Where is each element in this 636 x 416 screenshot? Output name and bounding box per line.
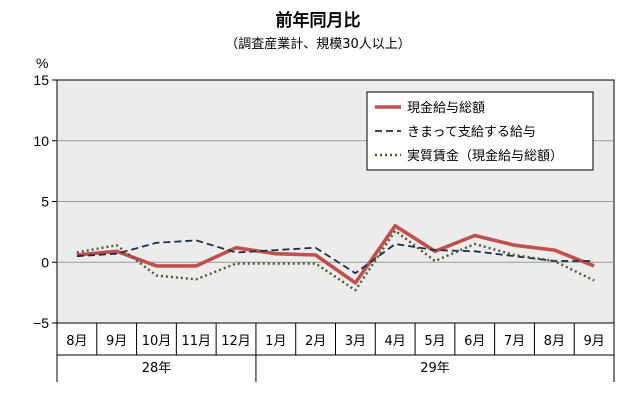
- x-tick-label: 4月: [385, 334, 406, 349]
- legend-label: 現金給与総額: [407, 100, 485, 116]
- x-tick-label: 9月: [583, 334, 604, 349]
- x-tick-label: 12月: [221, 334, 251, 349]
- x-tick-label: 6月: [464, 334, 485, 349]
- legend-box: [366, 91, 594, 171]
- y-axis-unit-label: %: [36, 55, 48, 71]
- x-tick-label: 3月: [345, 334, 366, 349]
- x-tick-label: 7月: [504, 334, 525, 349]
- series-line: [76, 239, 595, 275]
- x-tick-label: 5月: [424, 334, 445, 349]
- x-axis-categories: 8月 9月 10月 11月 12月 1月 2月 3月 4月 5月 6月 7月 8月 9月 28年 29年: [56, 323, 615, 382]
- series-line: [76, 224, 595, 285]
- y-tick-label: 10: [33, 133, 49, 149]
- x-group-label: 28年: [142, 361, 172, 376]
- x-tick-label: 10月: [142, 334, 172, 349]
- legend-label: 実質賃金（現金給与総額）: [407, 148, 563, 164]
- x-tick-label: 11月: [181, 334, 211, 349]
- series-lines: [76, 224, 595, 292]
- y-tick-label: 5: [41, 194, 49, 210]
- y-tick-label: 15: [33, 72, 49, 88]
- x-tick-label: 8月: [544, 334, 565, 349]
- x-tick-label: 8月: [66, 334, 87, 349]
- x-tick-label: 2月: [305, 334, 326, 349]
- legend-label: きまって支給する給与: [407, 125, 536, 140]
- y-tick-label: 0: [41, 254, 49, 270]
- chart-subtitle: （調査産業計、規模30人以上）: [225, 36, 411, 52]
- chart-title: 前年同月比: [276, 10, 361, 31]
- x-group-label: 29年: [420, 361, 450, 376]
- y-tick-label: −5: [33, 315, 49, 331]
- series-line: [76, 229, 595, 292]
- y-axis-ticks: 15 10 5 0 −5: [33, 72, 57, 331]
- x-tick-label: 9月: [106, 334, 127, 349]
- x-tick-label: 1月: [265, 334, 286, 349]
